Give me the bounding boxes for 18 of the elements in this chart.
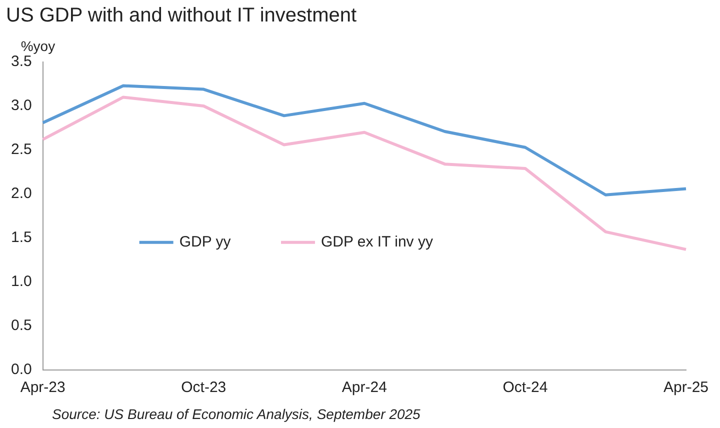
x-tick-label: Apr-23 — [20, 379, 66, 396]
y-tick-label: 2.5 — [10, 141, 32, 158]
x-tick-label: Oct-23 — [181, 379, 226, 396]
y-tick-label: 3.0 — [10, 97, 32, 114]
y-tick-label: 1.0 — [10, 273, 32, 290]
y-tick-label: 0.0 — [10, 361, 32, 378]
y-tick-label: 2.0 — [10, 185, 32, 202]
x-tick-label: Apr-25 — [663, 379, 709, 396]
x-tick-label: Oct-24 — [502, 379, 548, 396]
source-note: Source: US Bureau of Economic Analysis, September 2025 — [52, 406, 421, 422]
legend-label: GDP yy — [179, 234, 232, 251]
chart-title: US GDP with and without IT investment — [6, 4, 357, 27]
x-tick-label: Apr-24 — [342, 379, 387, 396]
y-axis-title: %yoy — [20, 38, 56, 54]
y-tick-label: 0.5 — [10, 317, 32, 334]
y-tick-label: 1.5 — [10, 229, 32, 246]
legend-label: GDP ex IT inv yy — [320, 234, 434, 251]
y-tick-label: 3.5 — [10, 53, 32, 70]
